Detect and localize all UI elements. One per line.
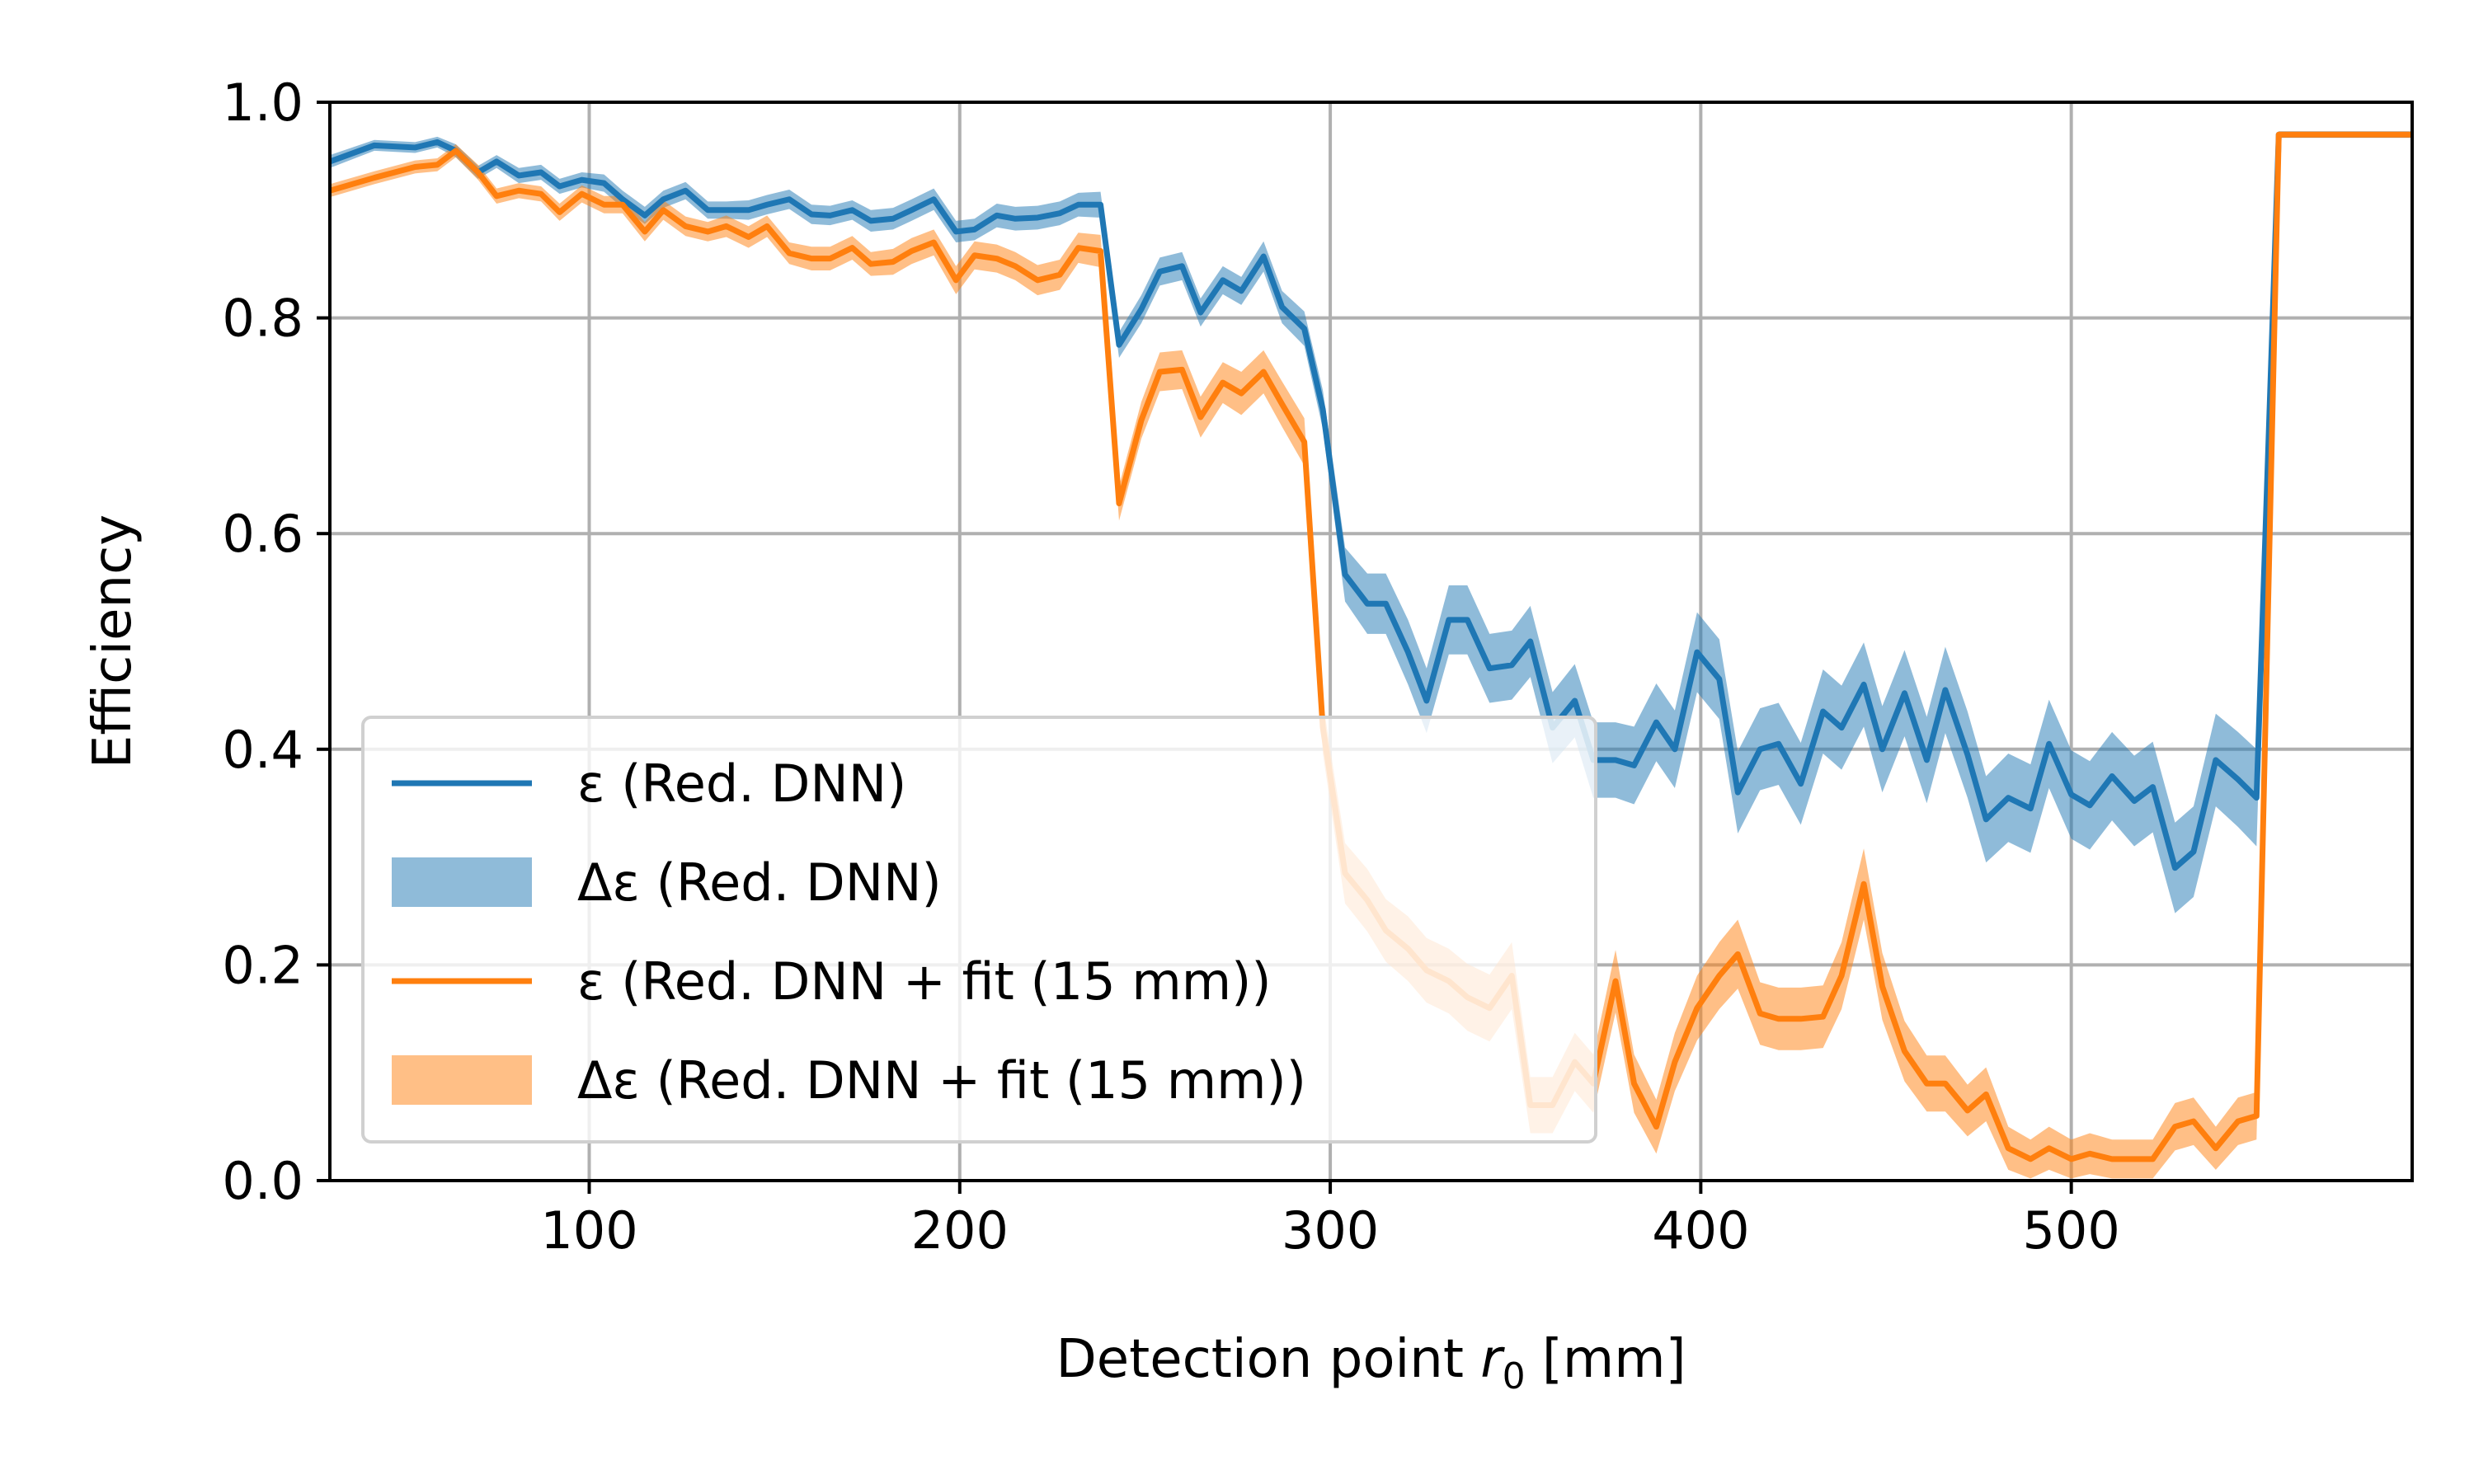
legend-label-2: ε (Red. DNN + fit (15 mm)) xyxy=(577,951,1272,1012)
plot-frame xyxy=(328,101,2414,1182)
legend-label-0: ε (Red. DNN) xyxy=(577,754,906,814)
y-tick-label-3: 0.6 xyxy=(222,504,303,564)
x-axis-label-prefix: Detection point xyxy=(1056,1329,1480,1390)
axis-ticks xyxy=(317,101,2073,1194)
legend-label-3: Δε (Red. DNN + fit (15 mm)) xyxy=(577,1050,1306,1111)
y-tick-label-2: 0.4 xyxy=(222,720,303,780)
legend-label-1: Δε (Red. DNN) xyxy=(577,852,942,913)
legend-swatch-1 xyxy=(392,857,532,907)
x-axis-label-variable: r xyxy=(1480,1329,1505,1390)
y-tick-label-0: 0.0 xyxy=(222,1151,303,1211)
tick-labels: 100 200 300 400 500 0.0 0.2 0.4 0.6 0.8 1.0 xyxy=(222,73,2119,1261)
legend-swatch-3 xyxy=(392,1055,532,1105)
legend-box xyxy=(361,716,1597,1144)
line-series-0 xyxy=(330,131,2412,871)
x-tick-label-0: 100 xyxy=(540,1200,637,1261)
x-axis-label-suffix: [mm] xyxy=(1526,1329,1686,1390)
x-tick-label-4: 500 xyxy=(2022,1200,2119,1261)
y-tick-label-1: 0.2 xyxy=(222,935,303,995)
x-axis-label-subscript: 0 xyxy=(1503,1355,1526,1397)
x-tick-label-2: 300 xyxy=(1282,1200,1379,1261)
x-tick-label-1: 200 xyxy=(911,1200,1009,1261)
y-tick-label-4: 0.8 xyxy=(222,289,303,349)
legend: ε (Red. DNN) Δε (Red. DNN) ε (Red. DNN + f… xyxy=(361,716,1597,1144)
x-axis-label: Detection point r0 [mm] xyxy=(1056,1329,1686,1397)
band-series-0 xyxy=(330,131,2412,913)
y-axis-label: Efficiency xyxy=(82,514,143,768)
x-tick-label-3: 400 xyxy=(1652,1200,1749,1261)
y-tick-label-5: 1.0 xyxy=(222,73,303,133)
uncertainty-bands xyxy=(330,131,2412,1179)
